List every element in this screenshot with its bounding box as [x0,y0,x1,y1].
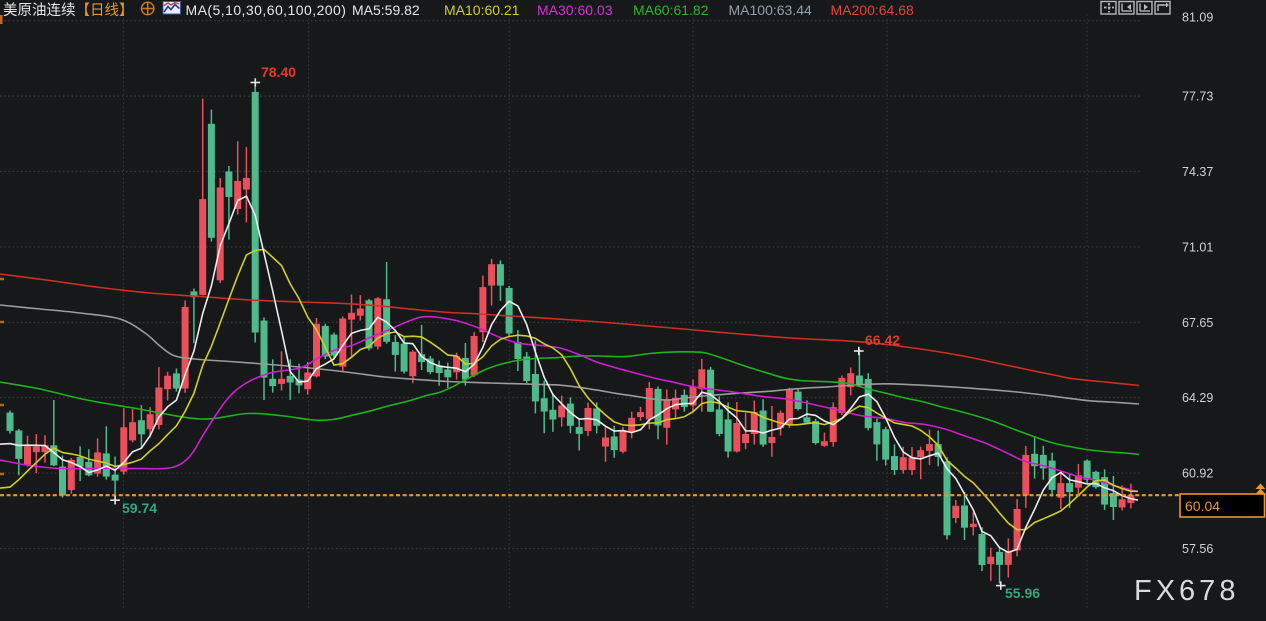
svg-text:MA60:61.82: MA60:61.82 [633,2,709,18]
svg-text:美原油连续【日线】: 美原油连续【日线】 [3,2,134,19]
svg-text:71.01: 71.01 [1182,240,1213,254]
svg-text:77.73: 77.73 [1182,90,1213,104]
svg-text:78.40: 78.40 [261,64,296,80]
svg-text:MA(5,10,30,60,100,200): MA(5,10,30,60,100,200) [186,2,347,18]
svg-text:64.29: 64.29 [1182,391,1213,405]
svg-text:60.92: 60.92 [1182,467,1213,481]
svg-text:57.56: 57.56 [1182,542,1213,556]
svg-text:MA100:63.44: MA100:63.44 [729,2,812,18]
svg-text:55.96: 55.96 [1005,585,1040,601]
svg-text:74.37: 74.37 [1182,165,1213,179]
svg-text:67.65: 67.65 [1182,316,1213,330]
svg-text:59.74: 59.74 [122,500,157,516]
svg-text:MA200:64.68: MA200:64.68 [831,2,914,18]
svg-text:81.09: 81.09 [1182,11,1213,25]
svg-text:MA5:59.82: MA5:59.82 [352,2,420,18]
svg-text:MA30:60.03: MA30:60.03 [537,2,613,18]
svg-text:66.42: 66.42 [865,332,900,348]
svg-text:FX678: FX678 [1134,575,1239,607]
svg-text:MA10:60.21: MA10:60.21 [444,2,520,18]
svg-text:60.04: 60.04 [1185,498,1220,514]
